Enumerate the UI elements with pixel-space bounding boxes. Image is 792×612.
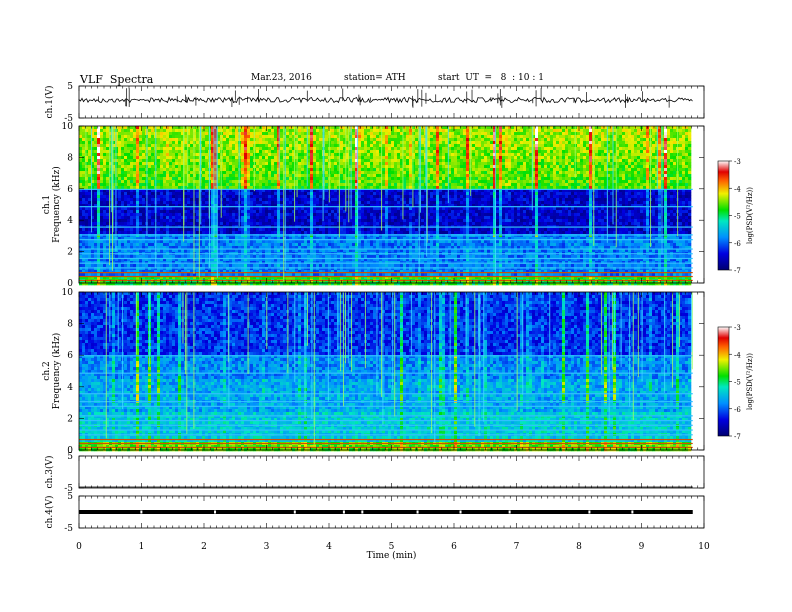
xtick-label: 5: [389, 542, 395, 552]
ch4v-ylabel: ch.4(V): [44, 496, 55, 529]
ch2-colorbar: [717, 326, 730, 437]
xtick-label: 1: [139, 542, 145, 552]
ch2-ytick-label: 10: [62, 288, 74, 298]
ch4v-gap: [140, 510, 143, 514]
ch4v-gap: [416, 510, 419, 514]
ch3v-ytick-label: 5: [67, 452, 73, 462]
xaxis-label: Time (min): [367, 550, 417, 561]
ch1v-ylabel: ch.1(V): [44, 86, 55, 119]
xtick-label: 2: [201, 542, 207, 552]
ch1-colorbar-tick-label: -5: [734, 213, 741, 221]
ch2-ytick-label: 2: [67, 414, 73, 424]
ch1-ytick-label: 6: [67, 185, 73, 195]
ch3v-ytick-label: -5: [64, 484, 73, 494]
ch4v-gap: [508, 510, 511, 514]
ch4v-gap: [361, 510, 364, 514]
ch1-ytick-label: 8: [67, 153, 73, 163]
xtick-label: 10: [698, 542, 710, 552]
ch1-ylabel-frequency: Frequency (kHz): [51, 166, 62, 243]
ch1-colorbar-tick-label: -6: [734, 240, 741, 248]
ch2-colorbar-label: log(PSD(V²/Hz)): [746, 353, 754, 410]
ch4v-gap: [588, 510, 591, 514]
ch1-colorbar-tick-label: -7: [734, 267, 741, 275]
ch4v-gap: [293, 510, 296, 514]
ch4v-gap: [459, 510, 462, 514]
ch2-ytick-label: 8: [67, 320, 73, 330]
date-label: Mar.23, 2016: [251, 73, 312, 83]
ch1-colorbar-tick-label: -4: [734, 185, 741, 193]
ch2-colorbar-tick-label: -7: [734, 433, 741, 441]
xtick-label: 4: [326, 542, 332, 552]
ch2-ylabel-channel: ch.2: [42, 361, 52, 380]
ch2-ylabel-frequency: Frequency (kHz): [51, 333, 62, 410]
xtick-label: 8: [576, 542, 582, 552]
ch4v-gap: [214, 510, 217, 514]
ch1-colorbar-tick-label: -3: [734, 158, 741, 166]
ch1v-trace: [78, 96, 693, 104]
ch1v-ytick-label: 5: [67, 82, 73, 92]
ch4v-gap: [342, 510, 345, 514]
xtick-label: 0: [76, 542, 82, 552]
ch3v-ylabel: ch.3(V): [44, 456, 55, 489]
ch4v-gap: [631, 510, 634, 514]
ch2-colorbar-tick-label: -3: [734, 324, 741, 332]
xtick-label: 9: [639, 542, 645, 552]
ch4v-ytick-label: 5: [67, 492, 73, 502]
ch2-ytick-label: 6: [67, 351, 73, 361]
ch1v-ytick-label: -5: [64, 114, 73, 124]
ch1-ytick-label: 2: [67, 248, 73, 258]
ch1-ytick-label: 10: [62, 122, 74, 132]
station-label: station= ATH: [344, 73, 406, 83]
ch2-colorbar-tick-label: -5: [734, 379, 741, 387]
start-time-label: start UT = 8 : 10 : 1: [438, 73, 544, 83]
ch1-spectrogram-image: [79, 126, 693, 286]
xtick-label: 3: [264, 542, 270, 552]
ch1-colorbar: [717, 160, 730, 271]
ch4v-trace: [79, 510, 693, 514]
xtick-label: 6: [451, 542, 457, 552]
xtick-label: 7: [514, 542, 520, 552]
chart-title: VLF Spectra: [80, 73, 153, 86]
ch1-ylabel-channel: ch.1: [42, 195, 52, 214]
ch1-colorbar-label: log(PSD(V²/Hz)): [746, 187, 754, 244]
ch2-spectrogram-image: [79, 292, 693, 452]
ch4v-ytick-label: -5: [64, 524, 73, 534]
ch1-ytick-label: 0: [67, 279, 73, 289]
ch2-colorbar-tick-label: -4: [734, 351, 741, 359]
ch2-colorbar-tick-label: -6: [734, 406, 741, 414]
ch1-ytick-label: 4: [67, 216, 73, 226]
ch2-ytick-label: 4: [67, 383, 73, 393]
ch2-ytick-label: 0: [67, 446, 73, 456]
